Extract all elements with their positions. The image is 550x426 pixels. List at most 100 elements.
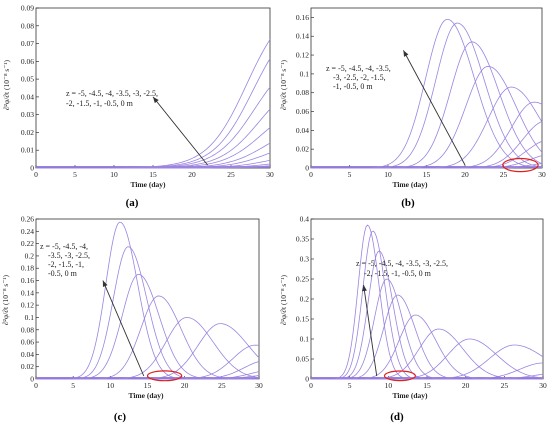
y-axis-label: ∂²φ/∂t (10⁻⁸ s⁻¹): [279, 59, 288, 110]
panel-label: (a): [126, 197, 139, 209]
plot-frame: [35, 7, 271, 169]
series-line: [311, 224, 543, 380]
x-tick-label: 0: [34, 381, 38, 390]
annotation-line: -2, -1.5, -1, -0.5, 0 m: [66, 99, 134, 108]
annotation-line: -0.5, 0 m: [48, 269, 78, 278]
x-tick-label: 25: [227, 170, 235, 179]
x-tick-label: 5: [348, 170, 352, 179]
panel-label: (c): [114, 411, 127, 423]
x-tick-label: 30: [255, 381, 263, 390]
x-tick-label: 10: [385, 381, 393, 390]
arrow-head: [102, 280, 108, 288]
y-tick-label: 0.08: [296, 88, 309, 97]
annotation-line: -3.5, -3, -2.5,: [48, 251, 90, 260]
series-line: [311, 230, 543, 380]
x-tick-label: 20: [462, 381, 470, 390]
y-tick-label: 0.2: [300, 295, 310, 304]
series-line: [36, 344, 260, 380]
y-tick-label: 0.08: [21, 21, 34, 30]
x-tick-label: 10: [110, 170, 118, 179]
x-tick-label: 30: [539, 381, 547, 390]
y-tick-label: 0.06: [21, 57, 34, 66]
y-tick-label: 0.02: [296, 145, 309, 154]
series-line: [36, 317, 260, 380]
y-tick-label: 0.24: [21, 227, 34, 236]
x-axis-label: Time (day): [128, 391, 164, 400]
arrow-head: [153, 96, 159, 104]
x-tick-label: 15: [423, 381, 431, 390]
y-tick-label: 0.02: [21, 362, 34, 371]
y-tick-label: 0: [30, 375, 34, 384]
x-tick-label: 15: [149, 170, 157, 179]
y-tick-label: 0.1: [300, 335, 310, 344]
y-tick-label: 0.3: [300, 255, 310, 264]
panel-d: 0 5 10 15 20 25 30 0 0.05 0.1 0.15 0.2 0.25 0.3 0.35 0.…: [279, 215, 547, 424]
y-tick-label: 0.4: [300, 215, 310, 224]
arrow-line: [363, 284, 378, 377]
series-line: [36, 127, 271, 169]
x-tick-label: 0: [34, 170, 38, 179]
x-tick-label: 20: [461, 170, 469, 179]
y-tick-label: 0.14: [21, 288, 34, 297]
y-tick-label: 0.25: [296, 275, 309, 284]
annotation-line: -3, -2.5, -2, -1.5,: [333, 73, 386, 82]
y-tick-label: 0: [305, 164, 309, 173]
x-tick-label: 5: [73, 170, 77, 179]
y-tick-label: 0.16: [21, 276, 34, 285]
x-axis-label: Time (day): [392, 180, 428, 189]
series-line: [311, 278, 543, 380]
y-tick-label: 0.05: [21, 75, 34, 84]
x-tick-label: 30: [266, 170, 274, 179]
highlight-ellipse: [146, 370, 183, 382]
series-line: [36, 274, 259, 380]
panel-b: 0 5 10 15 20 25 30 0 0.02 0.04 0.06 0.08 0.1 0.12 0.14…: [279, 7, 546, 209]
y-tick-label: 0.16: [296, 13, 309, 22]
annotation-line: z = -5, -4.5, -4,: [40, 242, 88, 251]
y-tick-label: 0.04: [21, 92, 34, 101]
panel-c: 0 5 10 15 20 25 30 0 0.02 0.04 0.06 0.08 0.1 0.12 0.14…: [1, 215, 263, 424]
y-tick-label: 0.09: [21, 4, 34, 13]
y-tick-label: 0.18: [21, 264, 34, 273]
y-tick-label: 0.2: [25, 251, 35, 260]
series-line: [36, 58, 271, 169]
x-tick-label: 25: [500, 170, 508, 179]
x-tick-label: 10: [107, 381, 115, 390]
annotation-line: -2, -1.5, -1,: [48, 260, 84, 269]
series-line: [36, 295, 259, 380]
y-axis-label: ∂²φ/∂t (10⁻⁸ s⁻¹): [1, 274, 10, 325]
y-axis-label: ∂²φ/∂t (10⁻⁸ s⁻¹): [279, 274, 288, 325]
x-tick-label: 10: [384, 170, 392, 179]
x-tick-label: 20: [181, 381, 189, 390]
series-line: [311, 101, 543, 169]
highlight-ellipse: [383, 370, 416, 382]
y-tick-label: 0.1: [25, 313, 35, 322]
x-tick-label: 5: [348, 381, 352, 390]
series-line: [311, 328, 544, 380]
x-tick-label: 25: [218, 381, 226, 390]
arrow-line: [152, 96, 208, 166]
annotation-line: z = -5, -4.5, -4, -3.5, -3, -2.5,: [66, 89, 158, 98]
plot-frame: [310, 218, 544, 380]
y-tick-label: 0.04: [296, 126, 309, 135]
series-line: [36, 377, 260, 380]
y-tick-label: 0: [305, 375, 309, 384]
x-tick-label: 0: [309, 170, 313, 179]
y-tick-label: 0.04: [21, 350, 34, 359]
y-tick-label: 0.14: [296, 32, 309, 41]
annotation-line: -1, -0.5, 0 m: [333, 82, 373, 91]
y-axis-label: ∂²φ/∂t (10⁻⁸ s⁻¹): [2, 59, 11, 110]
panel-a: 0 5 10 15 20 25 30 0 0.01 0.02 0.03 0.04 0.05 0.06 0.0…: [2, 4, 274, 210]
panel-label: (b): [401, 197, 415, 209]
y-tick-label: 0.06: [21, 338, 34, 347]
x-tick-label: 25: [501, 381, 509, 390]
panel-label: (d): [390, 411, 404, 423]
arrow-line: [102, 280, 145, 377]
x-tick-label: 5: [71, 381, 75, 390]
y-tick-label: 0.02: [21, 128, 34, 137]
arrow-head: [361, 285, 367, 292]
annotation-line: -2, -1.5, -1, -0.5, 0 m: [364, 269, 432, 278]
annotation-line: z = -5, -4.5, -4, -3.5,: [326, 64, 391, 73]
y-tick-label: 0.1: [300, 69, 310, 78]
y-tick-label: 0.26: [21, 215, 34, 224]
annotation-line: z = -5, -4.5, -4, -3.5, -3, -2.5,: [356, 259, 448, 268]
